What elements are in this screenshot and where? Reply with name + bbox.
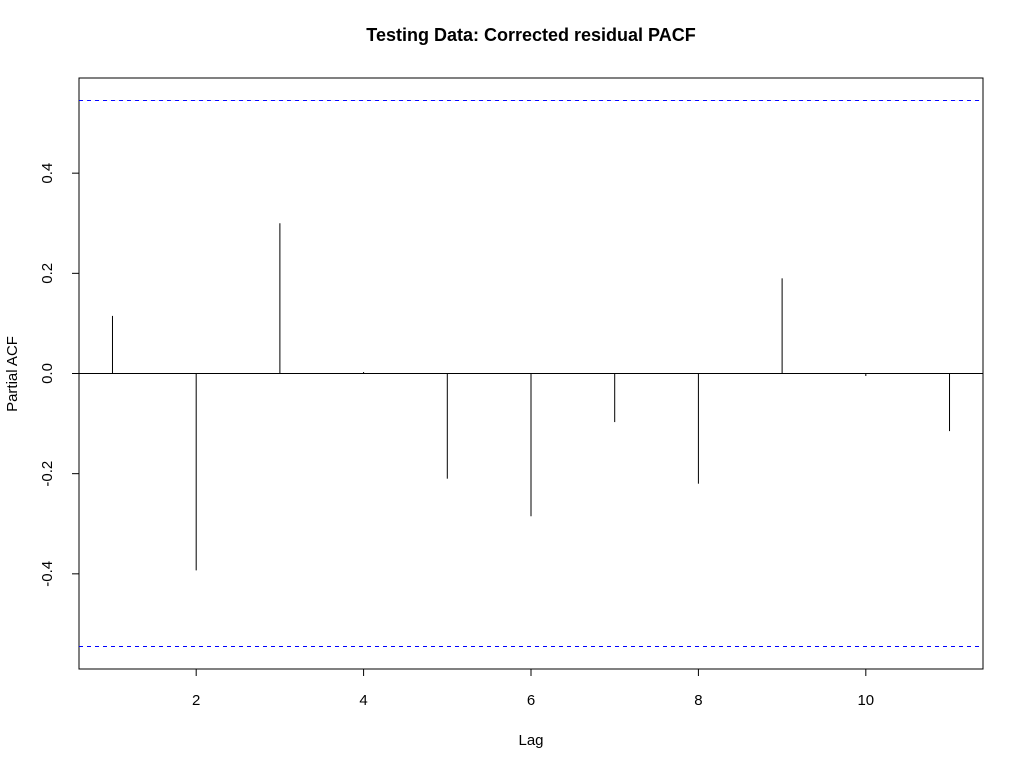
y-axis-label: Partial ACF xyxy=(4,336,21,412)
x-tick-label: 10 xyxy=(857,692,874,709)
plot-area: 2 4 6 8 10 -0.4 -0.2 0.0 0.2 0.4 xyxy=(39,77,984,709)
y-tick-label: -0.2 xyxy=(39,461,56,487)
x-tick-label: 2 xyxy=(192,692,200,709)
y-tick-label: 0.4 xyxy=(39,163,56,184)
x-tick-label: 6 xyxy=(527,692,535,709)
y-tick-label: 0.2 xyxy=(39,263,56,284)
y-tick-label: -0.4 xyxy=(39,561,56,587)
y-tick-label: 0.0 xyxy=(39,363,56,384)
chart-title: Testing Data: Corrected residual PACF xyxy=(366,25,695,45)
x-tick-label: 8 xyxy=(694,692,702,709)
x-tick-label: 4 xyxy=(359,692,367,709)
x-axis-label: Lag xyxy=(518,732,543,749)
